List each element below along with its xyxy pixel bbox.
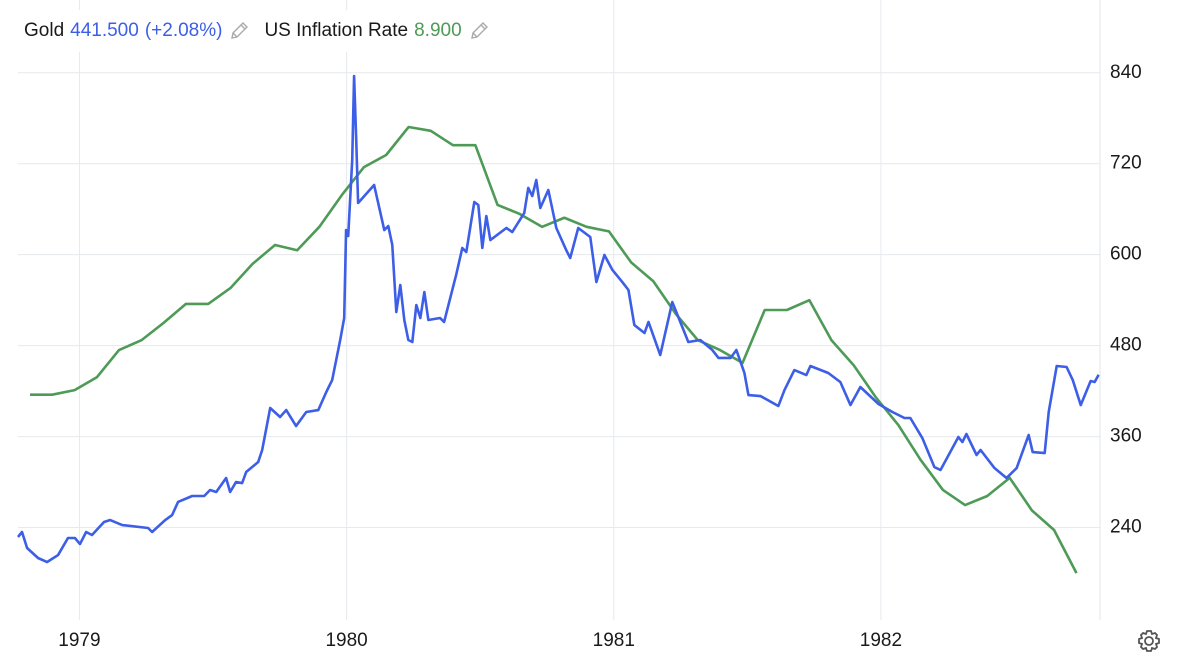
series-line [16,74,1100,564]
legend-item[interactable]: US Inflation Rate 8.900 [264,20,489,42]
y-tick-label: 480 [1110,335,1142,356]
y-tick-label: 240 [1110,517,1142,538]
plot [16,74,1100,574]
pencil [470,22,488,39]
legend-name: US Inflation Rate [264,20,409,41]
gear-outline [1138,630,1160,652]
x-tick-label: 1980 [325,630,367,651]
x-tick-label: 1981 [593,630,635,651]
edit-icon[interactable] [228,20,250,42]
pencil [231,22,249,39]
last-value: 441.500 [70,20,139,41]
series-line [30,125,1078,574]
gear-center [1144,636,1154,646]
x-tick-label: 1979 [58,630,100,651]
change-value: (+2.08%) [144,20,223,41]
y-tick-label: 840 [1110,62,1142,83]
y-tick-label: 720 [1110,153,1142,174]
y-tick-label: 600 [1110,244,1142,265]
legend: Gold 441.500 (+2.08%) US Inflation Rate 8.90… [18,10,510,52]
legend-name: Gold [24,20,65,41]
settings-icon[interactable] [1138,630,1160,652]
last-value: 8.900 [414,20,462,41]
x-tick-label: 1982 [860,630,902,651]
grid [18,0,1100,620]
edit-icon[interactable] [468,20,490,42]
legend-item[interactable]: Gold 441.500 (+2.08%) [24,20,250,42]
y-tick-label: 360 [1110,426,1142,447]
